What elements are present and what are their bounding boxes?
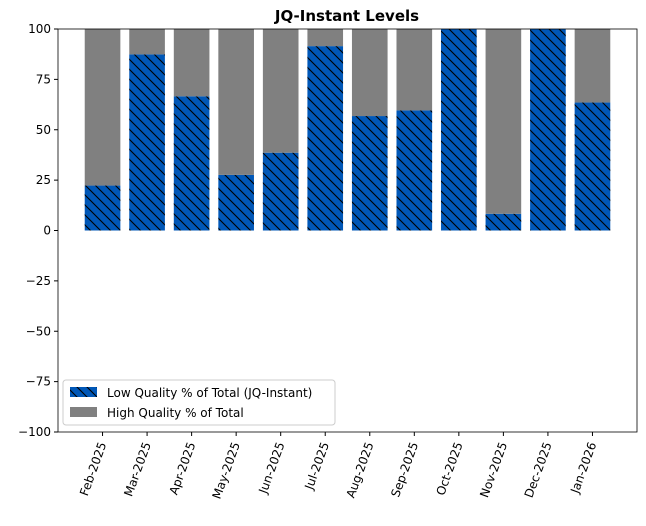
bar-hatch bbox=[307, 46, 344, 231]
x-tick-label: Aug-2025 bbox=[343, 440, 376, 500]
legend-swatch-high bbox=[70, 407, 97, 417]
bar-high-Jul-2025 bbox=[307, 29, 344, 47]
bar-hatch bbox=[262, 152, 299, 231]
legend-label-high: High Quality % of Total bbox=[107, 406, 244, 420]
x-tick-label: Apr-2025 bbox=[167, 440, 199, 496]
y-tick-label: −75 bbox=[26, 375, 51, 389]
x-tick-label: Jan-2026 bbox=[568, 440, 600, 496]
x-tick-label: May-2025 bbox=[209, 440, 242, 501]
bar-high-Sep-2025 bbox=[396, 29, 433, 111]
x-tick-label: Jun-2025 bbox=[256, 440, 288, 496]
bar-high-Jun-2025 bbox=[262, 29, 299, 153]
bar-high-Aug-2025 bbox=[351, 29, 388, 117]
x-tick-label: Mar-2025 bbox=[121, 440, 154, 498]
bar-high-Feb-2025 bbox=[84, 29, 121, 186]
y-tick-label: 100 bbox=[28, 22, 51, 36]
bar-hatch bbox=[129, 54, 165, 231]
x-tick-label: Dec-2025 bbox=[522, 440, 555, 499]
bar-hatch bbox=[530, 29, 566, 231]
x-tick-label: Nov-2025 bbox=[477, 440, 510, 499]
legend-label-low: Low Quality % of Total (JQ-Instant) bbox=[107, 386, 312, 400]
y-tick-label: 75 bbox=[36, 72, 51, 86]
bar-hatch bbox=[173, 96, 210, 231]
legend: Low Quality % of Total (JQ-Instant) High… bbox=[62, 379, 336, 426]
bar-hatch bbox=[574, 102, 611, 231]
bar-hatch bbox=[84, 185, 121, 231]
plot-frame bbox=[57, 28, 638, 433]
chart-title: JQ-Instant Levels bbox=[274, 7, 419, 25]
bar-high-Apr-2025 bbox=[173, 29, 210, 97]
y-tick-label: 50 bbox=[36, 123, 51, 137]
bar-hatch bbox=[396, 110, 433, 231]
x-tick-label: Feb-2025 bbox=[77, 440, 109, 498]
y-tick-label: −25 bbox=[26, 274, 51, 288]
y-tick-label: 0 bbox=[43, 224, 51, 238]
y-tick-label: 25 bbox=[36, 173, 51, 187]
y-tick-label: −50 bbox=[26, 324, 51, 338]
bar-hatch bbox=[218, 174, 254, 231]
bar-high-Nov-2025 bbox=[485, 29, 522, 214]
bar-hatch bbox=[485, 213, 522, 231]
bar-high-Jan-2026 bbox=[574, 29, 611, 103]
bar-hatch bbox=[441, 29, 477, 231]
y-tick-label: −100 bbox=[18, 425, 51, 439]
x-tick-label: Oct-2025 bbox=[433, 440, 465, 497]
x-tick-label: Jul-2025 bbox=[302, 440, 332, 492]
bar-hatch bbox=[351, 116, 388, 231]
bar-high-May-2025 bbox=[218, 29, 254, 175]
x-tick-label: Sep-2025 bbox=[388, 440, 421, 499]
bar-high-Mar-2025 bbox=[129, 29, 165, 55]
